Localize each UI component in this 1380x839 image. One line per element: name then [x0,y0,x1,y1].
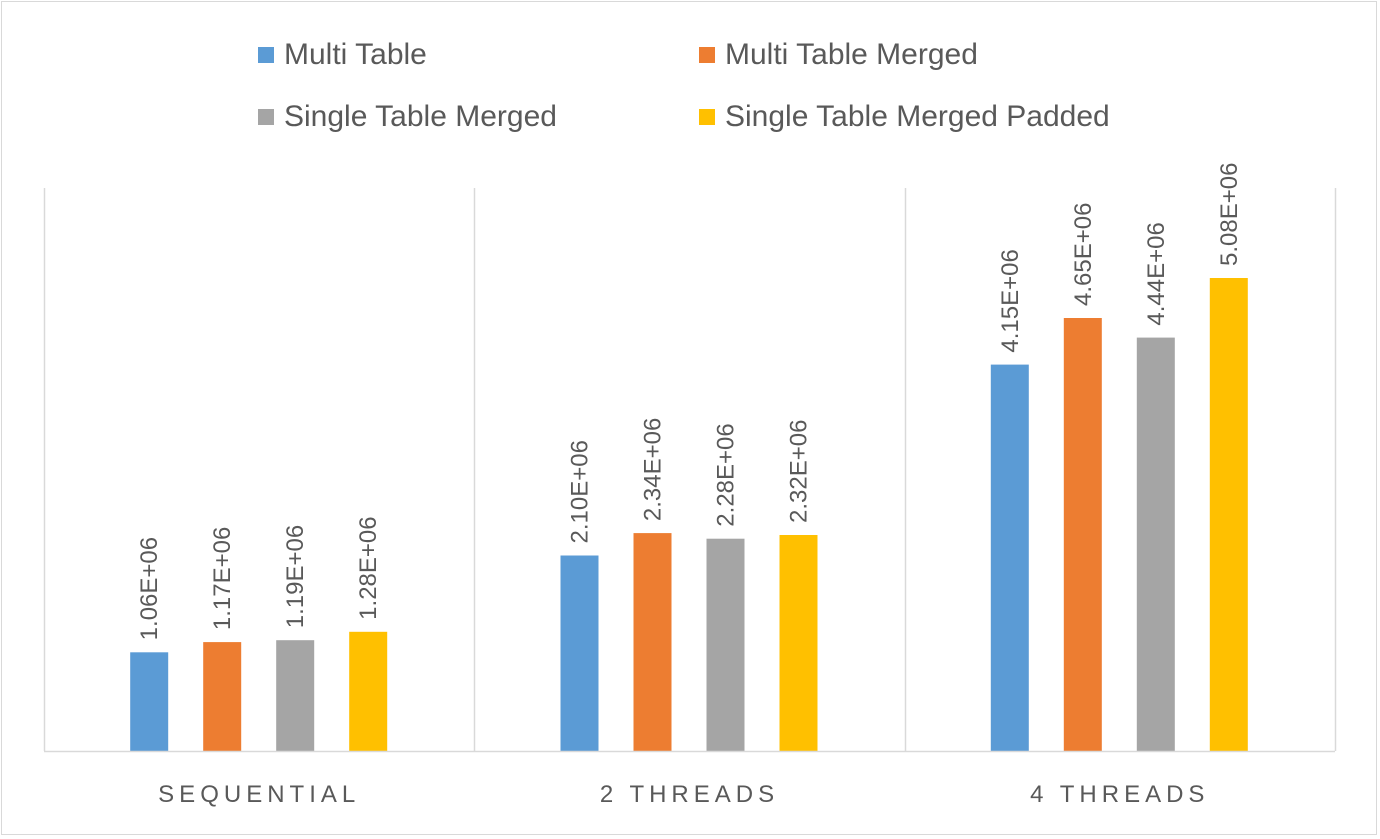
data-label: 2.34E+06 [640,418,667,521]
legend-item: Multi Table [258,38,427,72]
data-label: 1.06E+06 [136,537,163,640]
data-label: 1.17E+06 [209,527,236,630]
legend-item: Single Table Merged [258,100,557,134]
bar [1136,337,1175,751]
category-label: 4 THREADS [1030,781,1209,808]
bar [130,652,169,751]
legend: Multi Table Multi Table Merged Single Tabl… [2,2,1378,162]
bar [1063,318,1102,751]
legend-swatch [258,47,274,63]
data-label: 5.08E+06 [1216,163,1243,266]
data-label: 4.65E+06 [1070,203,1097,306]
bar [560,555,599,751]
legend-label: Single Table Merged Padded [725,100,1110,133]
bar [203,642,242,751]
data-label: 1.28E+06 [355,516,382,619]
bar [276,640,315,751]
legend-label: Multi Table [284,38,427,71]
bar [1209,278,1248,751]
bar [706,538,745,751]
data-label: 4.15E+06 [997,249,1024,352]
legend-swatch [699,47,715,63]
legend-item: Single Table Merged Padded [699,100,1110,134]
data-label: 2.28E+06 [713,423,740,526]
legend-swatch [699,109,715,125]
legend-label: Multi Table Merged [725,38,978,71]
bar [990,364,1029,751]
category-label: SEQUENTIAL [158,781,360,808]
data-label: 4.44E+06 [1143,222,1170,325]
data-label: 1.19E+06 [282,525,309,628]
data-label: 2.32E+06 [786,420,813,523]
legend-item: Multi Table Merged [699,38,978,72]
bar [779,535,818,751]
legend-swatch [258,109,274,125]
bar [633,533,672,751]
category-label: 2 THREADS [600,781,779,808]
data-label: 2.10E+06 [567,440,594,543]
legend-label: Single Table Merged [284,100,557,133]
bar [349,631,388,751]
